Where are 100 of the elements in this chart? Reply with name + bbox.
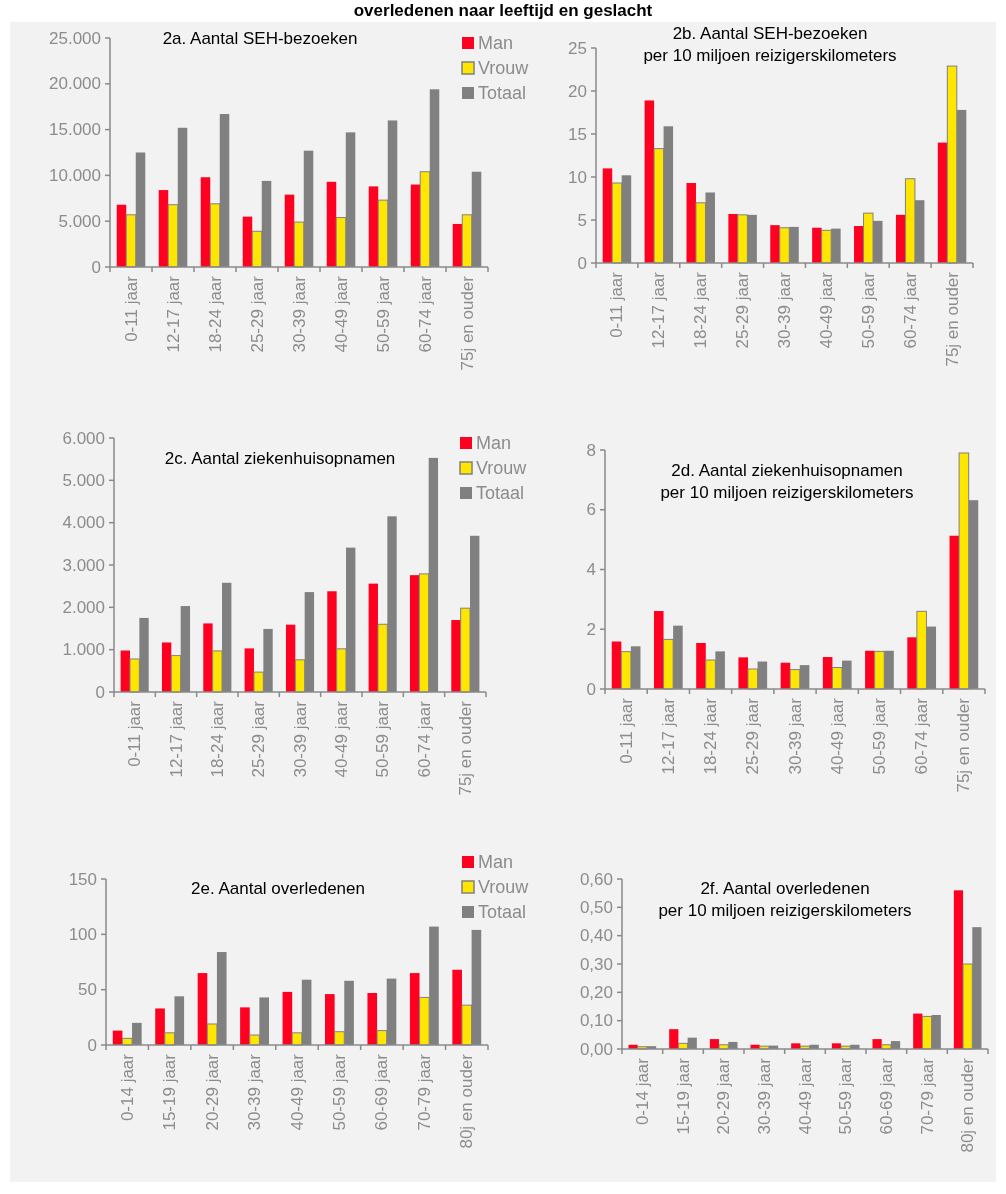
x-tick-label: 40-49 jaar	[331, 275, 351, 353]
x-tick-label: 30-39 jaar	[245, 1053, 265, 1131]
y-tick-label: 50	[78, 980, 97, 1000]
y-tick-label: 0	[577, 253, 587, 273]
bar	[696, 642, 706, 689]
y-tick-label: 0,00	[579, 1039, 613, 1059]
bar	[822, 657, 833, 689]
bar	[953, 890, 964, 1049]
x-tick-label: 20-29 jaar	[714, 1057, 734, 1135]
y-tick-label: 0,10	[579, 1011, 613, 1031]
x-tick-label: 60-74 jaar	[900, 271, 920, 349]
x-tick-label: 40-49 jaar	[287, 1053, 307, 1131]
bar	[854, 226, 864, 263]
bar	[203, 623, 213, 692]
text: 2f. Aantal overledenen per 10 miljoen reizigerskilometers	[658, 879, 912, 920]
bar	[161, 642, 172, 692]
x-tick-label: 12-17 jaar	[166, 700, 186, 778]
y-tick-label: 5.000	[58, 211, 101, 231]
x-tick-label: 18-24 jaar	[701, 697, 721, 775]
x-tick-label: 60-69 jaar	[372, 1053, 392, 1131]
bar	[368, 186, 379, 267]
bar	[653, 611, 664, 689]
legend-label: Totaal	[476, 483, 525, 503]
bar	[116, 204, 127, 267]
bar	[602, 168, 613, 263]
x-tick-label: 25-29 jaar	[247, 275, 267, 353]
x-tick-label: 75j en ouder	[457, 275, 477, 371]
bar	[451, 620, 461, 692]
chart-title: 2e. Aantal overledenen	[191, 879, 365, 898]
text: overledenen naar leeftijd en geslacht	[353, 1, 653, 20]
bar	[937, 142, 948, 263]
bar	[158, 190, 169, 267]
x-tick-label: 50-59 jaar	[836, 1057, 856, 1135]
bar	[611, 641, 622, 689]
x-tick-label: 25-29 jaar	[249, 700, 269, 778]
y-tick-label: 15.000	[49, 120, 101, 140]
y-tick-label: 150	[68, 869, 97, 889]
y-tick-label: 20	[568, 81, 587, 101]
x-tick-label: 40-49 jaar	[816, 271, 836, 349]
bar	[409, 973, 420, 1045]
y-tick-label: 0	[95, 682, 105, 702]
bar	[200, 177, 211, 267]
x-tick-label: 0-14 jaar	[117, 1053, 137, 1122]
x-tick-label: 30-39 jaar	[754, 1057, 774, 1135]
y-tick-label: 20.000	[49, 74, 101, 94]
bar	[728, 213, 738, 263]
y-tick-label: 0	[586, 679, 596, 699]
bar	[326, 181, 337, 267]
y-tick-label: 0	[91, 257, 101, 277]
bar	[907, 637, 917, 689]
bar	[410, 184, 421, 267]
x-tick-label: 25-29 jaar	[743, 697, 763, 775]
y-tick-label: 0,60	[579, 869, 613, 889]
bar	[770, 225, 780, 263]
y-tick-label: 4.000	[62, 513, 105, 533]
x-tick-label: 50-59 jaar	[858, 271, 878, 349]
y-tick-label: 5	[577, 210, 587, 230]
x-tick-label: 70-79 jaar	[414, 1053, 434, 1131]
y-tick-label: 0,50	[579, 897, 613, 917]
x-tick-label: 30-39 jaar	[290, 700, 310, 778]
chart-title: 2b. Aantal SEH-bezoeken per 10 miljoen reizigerskilometers	[643, 24, 897, 65]
bar	[738, 657, 748, 689]
legend-label: Vrouw	[478, 58, 530, 78]
legend-label: Totaal	[478, 902, 527, 922]
x-tick-label: 0-11 jaar	[607, 271, 627, 338]
bar	[865, 650, 875, 689]
x-tick-label: 18-24 jaar	[207, 700, 227, 778]
bar	[452, 969, 462, 1045]
y-tick-label: 8	[586, 440, 596, 460]
y-tick-label: 10.000	[49, 165, 101, 185]
bar	[240, 1007, 250, 1045]
x-tick-label: 25-29 jaar	[733, 271, 753, 349]
y-tick-label: 6.000	[62, 428, 105, 448]
y-tick-label: 6	[586, 500, 596, 520]
y-tick-label: 3.000	[62, 555, 105, 575]
x-tick-label: 75j en ouder	[942, 271, 962, 367]
x-tick-label: 60-74 jaar	[414, 700, 434, 778]
legend-label: Vrouw	[478, 877, 530, 897]
x-tick-label: 30-39 jaar	[775, 271, 794, 349]
legend-label: Man	[478, 852, 514, 872]
bar	[285, 624, 296, 692]
x-tick-label: 80j en ouder	[457, 1053, 477, 1149]
x-tick-label: 80j en ouder	[958, 1057, 978, 1153]
y-tick-label: 2	[586, 619, 596, 639]
x-tick-label: 20-29 jaar	[202, 1053, 222, 1131]
bar	[409, 575, 420, 692]
x-tick-label: 40-49 jaar	[795, 1057, 815, 1135]
y-tick-label: 0,40	[579, 926, 613, 946]
bar	[367, 992, 378, 1045]
bar	[686, 183, 696, 263]
x-tick-label: 0-11 jaar	[616, 697, 636, 764]
x-tick-label: 50-59 jaar	[373, 700, 393, 778]
bar	[812, 227, 822, 263]
y-tick-label: 4	[586, 560, 596, 579]
bar	[913, 1013, 923, 1049]
x-tick-label: 50-59 jaar	[869, 697, 889, 775]
y-tick-label: 25	[568, 38, 587, 58]
x-tick-label: 12-17 jaar	[658, 697, 678, 775]
y-tick-label: 0,20	[579, 982, 613, 1002]
bar	[669, 1029, 679, 1049]
